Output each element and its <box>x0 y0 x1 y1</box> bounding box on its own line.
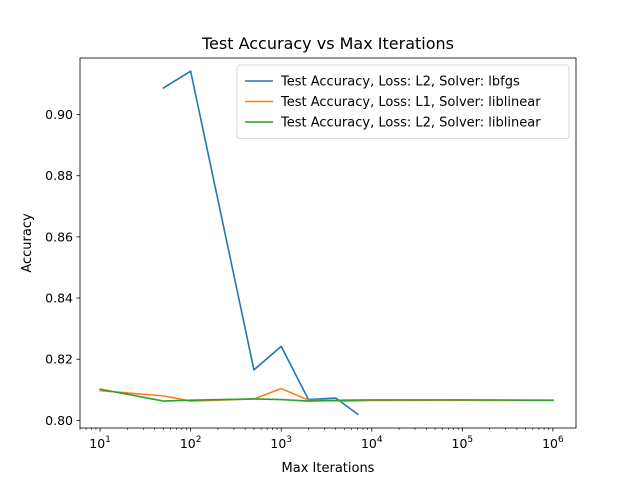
y-axis: 0.80 0.82 0.84 0.86 0.88 0.90 <box>45 107 80 428</box>
legend-entry: Test Accuracy, Loss: L2, Solver: lbfgs <box>280 75 520 90</box>
series-layer <box>99 70 554 416</box>
legend-entry: Test Accuracy, Loss: L2, Solver: libline… <box>280 116 541 131</box>
y-tick-label: 0.84 <box>45 291 73 306</box>
axes-frame <box>79 57 577 429</box>
x-axis: 101 102 103 104 105 106 <box>79 428 564 451</box>
series-line-1 <box>162 70 359 416</box>
x-tick-label: 105 <box>452 435 474 451</box>
plot-area <box>79 57 577 429</box>
y-tick-label: 0.80 <box>45 413 73 428</box>
y-tick-label: 0.86 <box>45 229 73 244</box>
x-axis-label: Max Iterations <box>282 461 375 476</box>
x-tick-label: 106 <box>542 435 564 451</box>
series-line-3 <box>99 388 554 402</box>
x-tick-label: 104 <box>361 435 383 451</box>
y-tick-label: 0.82 <box>45 352 73 367</box>
legend-entry: Test Accuracy, Loss: L1, Solver: libline… <box>280 95 541 110</box>
x-tick-label: 103 <box>270 435 292 451</box>
legend-box <box>236 64 570 139</box>
x-tick-label: 101 <box>89 435 111 451</box>
legend: Test Accuracy, Loss: L2, Solver: lbfgs Te… <box>236 64 570 139</box>
y-tick-label: 0.88 <box>45 168 73 183</box>
x-tick-label: 102 <box>180 435 202 451</box>
y-axis-label: Accuracy <box>20 213 35 273</box>
chart-title: Test Accuracy vs Max Iterations <box>201 34 454 53</box>
y-tick-label: 0.90 <box>45 107 73 122</box>
